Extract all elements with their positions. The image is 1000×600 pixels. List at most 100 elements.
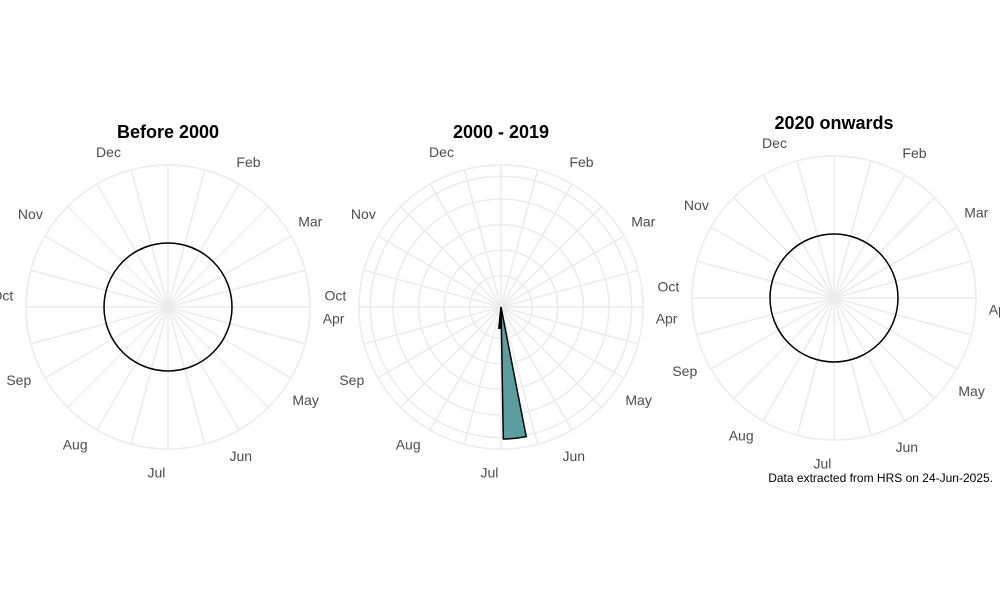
spoke-gridline [167,306,292,379]
month-tick-label: Jul [147,465,165,481]
month-tick-label: Mar [631,214,655,230]
month-tick-label: Apr [656,311,678,327]
spoke-gridline [733,297,835,399]
panel-title: 2000 - 2019 [453,122,549,142]
spoke-gridline [796,297,835,436]
spoke-gridline [500,306,625,379]
spoke-gridline [500,235,625,308]
spoke-gridline [833,160,872,299]
spoke-gridline [400,206,502,308]
spoke-gridline [130,306,169,445]
spoke-gridline [44,306,169,379]
month-tick-label: Nov [684,197,709,213]
spoke-gridline [833,297,972,336]
spoke-gridline [377,235,502,308]
spoke-gridline [167,306,240,431]
spoke-gridline [762,297,835,422]
spoke-gridline [130,169,169,308]
month-tick-label: Oct [0,287,13,303]
spoke-gridline [377,306,502,379]
spoke-gridline [167,235,292,308]
spoke-gridline [463,169,502,308]
spoke-gridline [796,160,835,299]
month-tick-label: Sep [672,363,697,379]
chart-panel: Dec Feb Mar Apr May Jun Jul Aug Sep Oct Nov 2000 - … [325,122,678,481]
spoke-gridline [429,306,502,431]
spoke-gridline [710,297,835,370]
spoke-gridline [833,297,872,436]
month-tick-label: Nov [351,206,376,222]
spoke-gridline [67,206,169,308]
spoke-gridline [167,206,269,308]
spoke-gridline [833,174,906,299]
spoke-gridline [44,235,169,308]
month-tick-label: Apr [323,311,345,327]
month-tick-label: Aug [63,437,88,453]
chart-panel: Dec Feb Mar Apr May Jun Jul Aug Sep Oct Nov 2020 on… [658,113,1000,472]
month-tick-label: Feb [569,154,593,170]
spoke-gridline [30,269,169,308]
month-tick-label: Jul [480,465,498,481]
spoke-gridline [67,306,169,408]
spoke-gridline [363,306,502,345]
month-tick-label: Feb [236,154,260,170]
reference-circle [103,242,233,372]
spoke-gridline [96,183,169,308]
spoke-gridline [167,306,269,408]
data-source-caption: Data extracted from HRS on 24-Jun-2025. [768,471,993,485]
spoke-gridline [500,306,539,445]
month-tick-label: Mar [964,205,988,221]
spoke-gridline [363,269,502,308]
month-tick-label: Jun [229,448,252,464]
month-tick-label: Jun [895,439,918,455]
spoke-gridline [833,226,958,299]
spoke-gridline [500,206,602,308]
spoke-gridline [833,297,935,399]
month-tick-label: Sep [339,372,364,388]
month-tick-label: May [958,383,984,399]
month-tick-label: Aug [729,428,754,444]
spoke-gridline [696,260,835,299]
spoke-gridline [500,269,639,308]
panel-title: Before 2000 [117,122,219,142]
spoke-gridline [167,306,206,445]
reference-circle [769,233,899,363]
spoke-gridline [500,306,639,345]
month-tick-label: Feb [902,145,926,161]
spoke-gridline [167,306,306,345]
chart-panels: Dec Feb Mar Apr May Jun Jul Aug Sep Oct Nov Before … [0,113,1000,481]
month-tick-label: May [292,392,318,408]
spoke-gridline [733,197,835,299]
month-tick-label: Nov [18,206,43,222]
rose-bar [500,306,528,440]
spoke-gridline [500,169,539,308]
spoke-gridline [500,306,573,431]
spoke-gridline [710,226,835,299]
month-tick-label: Dec [96,144,121,160]
month-tick-label: Dec [762,135,787,151]
month-tick-label: Apr [989,302,1000,318]
spoke-gridline [167,169,206,308]
spoke-gridline [696,297,835,336]
month-tick-label: Sep [6,372,31,388]
panel-title: 2020 onwards [774,113,893,133]
month-tick-label: May [625,392,651,408]
spoke-gridline [463,306,502,445]
spoke-gridline [30,306,169,345]
spoke-gridline [429,183,502,308]
spoke-gridline [96,306,169,431]
month-tick-label: Jun [562,448,585,464]
month-tick-label: Dec [429,144,454,160]
chart-panel: Dec Feb Mar Apr May Jun Jul Aug Sep Oct Nov Before … [0,122,345,481]
spoke-gridline [833,197,935,299]
spoke-gridline [500,183,573,308]
spoke-gridline [167,269,306,308]
spoke-gridline [762,174,835,299]
rose-bar-inner [497,306,502,330]
month-tick-label: Jul [813,456,831,472]
month-tick-label: Oct [325,287,347,303]
spoke-gridline [833,260,972,299]
month-tick-label: Oct [658,278,680,294]
spoke-gridline [833,297,906,422]
